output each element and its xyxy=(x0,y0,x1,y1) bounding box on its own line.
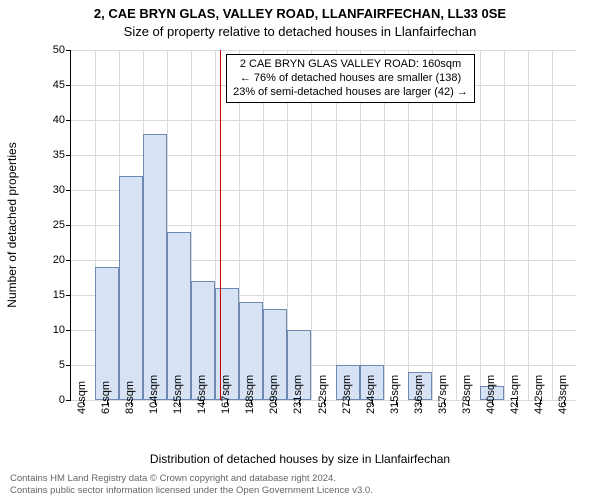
ytick-mark xyxy=(66,155,71,156)
ytick-mark xyxy=(66,260,71,261)
ytick-label: 45 xyxy=(35,79,65,91)
ytick-mark xyxy=(66,225,71,226)
ytick-label: 5 xyxy=(35,359,65,371)
ytick-mark xyxy=(66,400,71,401)
ytick-mark xyxy=(66,295,71,296)
chart-title: 2, CAE BRYN GLAS, VALLEY ROAD, LLANFAIRF… xyxy=(0,6,600,21)
x-axis-label: Distribution of detached houses by size … xyxy=(0,452,600,466)
annotation-line: 2 CAE BRYN GLAS VALLEY ROAD: 160sqm xyxy=(233,58,468,72)
gridline-v xyxy=(480,50,481,400)
ytick-mark xyxy=(66,365,71,366)
ytick-label: 35 xyxy=(35,149,65,161)
ytick-label: 0 xyxy=(35,394,65,406)
reference-line xyxy=(220,50,221,400)
gridline-v xyxy=(528,50,529,400)
histogram-bar xyxy=(143,134,167,400)
annotation-line: ← 76% of detached houses are smaller (13… xyxy=(233,72,468,86)
gridline-v xyxy=(504,50,505,400)
ytick-mark xyxy=(66,50,71,51)
gridline-h xyxy=(71,120,576,121)
annotation-line: 23% of semi-detached houses are larger (… xyxy=(233,86,468,100)
ytick-label: 15 xyxy=(35,289,65,301)
ytick-label: 10 xyxy=(35,324,65,336)
chart-subtitle: Size of property relative to detached ho… xyxy=(0,24,600,39)
histogram-bar xyxy=(119,176,143,400)
footer-line-2: Contains public sector information licen… xyxy=(10,485,373,496)
footer-line-1: Contains HM Land Registry data © Crown c… xyxy=(10,473,373,484)
footer-attribution: Contains HM Land Registry data © Crown c… xyxy=(10,473,373,496)
y-axis-label: Number of detached properties xyxy=(5,142,19,307)
ytick-label: 25 xyxy=(35,219,65,231)
ytick-mark xyxy=(66,190,71,191)
plot-area: 2 CAE BRYN GLAS VALLEY ROAD: 160sqm← 76%… xyxy=(70,50,576,401)
gridline-v xyxy=(552,50,553,400)
ytick-label: 50 xyxy=(35,44,65,56)
gridline-h xyxy=(71,50,576,51)
ytick-label: 40 xyxy=(35,114,65,126)
ytick-mark xyxy=(66,85,71,86)
ytick-mark xyxy=(66,330,71,331)
annotation-box: 2 CAE BRYN GLAS VALLEY ROAD: 160sqm← 76%… xyxy=(226,54,475,103)
ytick-label: 30 xyxy=(35,184,65,196)
ytick-mark xyxy=(66,120,71,121)
ytick-label: 20 xyxy=(35,254,65,266)
chart-container: 2, CAE BRYN GLAS, VALLEY ROAD, LLANFAIRF… xyxy=(0,0,600,500)
